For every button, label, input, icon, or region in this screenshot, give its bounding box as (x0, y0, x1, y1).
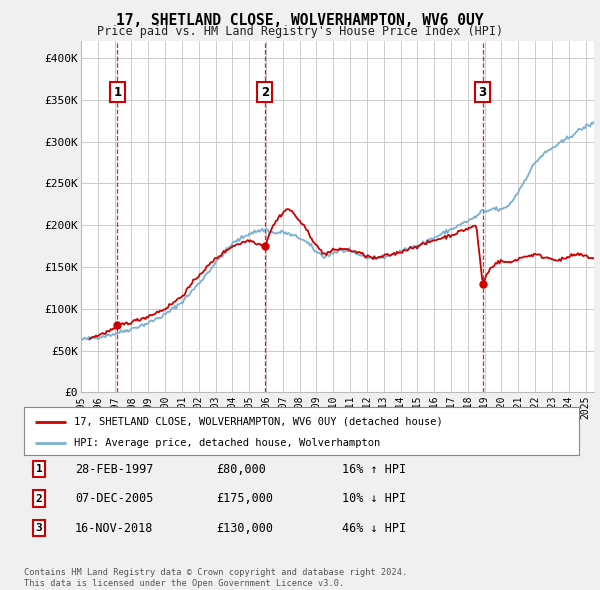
Text: 17, SHETLAND CLOSE, WOLVERHAMPTON, WV6 0UY (detached house): 17, SHETLAND CLOSE, WOLVERHAMPTON, WV6 0… (74, 417, 443, 427)
Text: HPI: Average price, detached house, Wolverhampton: HPI: Average price, detached house, Wolv… (74, 438, 380, 448)
Text: 3: 3 (35, 523, 43, 533)
Text: 1: 1 (35, 464, 43, 474)
Text: 10% ↓ HPI: 10% ↓ HPI (342, 492, 406, 505)
Text: 46% ↓ HPI: 46% ↓ HPI (342, 522, 406, 535)
Text: 2: 2 (35, 494, 43, 503)
Text: £80,000: £80,000 (216, 463, 266, 476)
Text: £175,000: £175,000 (216, 492, 273, 505)
Text: 07-DEC-2005: 07-DEC-2005 (75, 492, 154, 505)
Text: 3: 3 (479, 86, 487, 99)
Text: £130,000: £130,000 (216, 522, 273, 535)
Text: Contains HM Land Registry data © Crown copyright and database right 2024.
This d: Contains HM Land Registry data © Crown c… (24, 568, 407, 588)
Text: 17, SHETLAND CLOSE, WOLVERHAMPTON, WV6 0UY: 17, SHETLAND CLOSE, WOLVERHAMPTON, WV6 0… (116, 13, 484, 28)
Text: 2: 2 (261, 86, 269, 99)
Text: 16-NOV-2018: 16-NOV-2018 (75, 522, 154, 535)
Text: Price paid vs. HM Land Registry's House Price Index (HPI): Price paid vs. HM Land Registry's House … (97, 25, 503, 38)
Text: 28-FEB-1997: 28-FEB-1997 (75, 463, 154, 476)
Text: 1: 1 (113, 86, 121, 99)
Text: 16% ↑ HPI: 16% ↑ HPI (342, 463, 406, 476)
